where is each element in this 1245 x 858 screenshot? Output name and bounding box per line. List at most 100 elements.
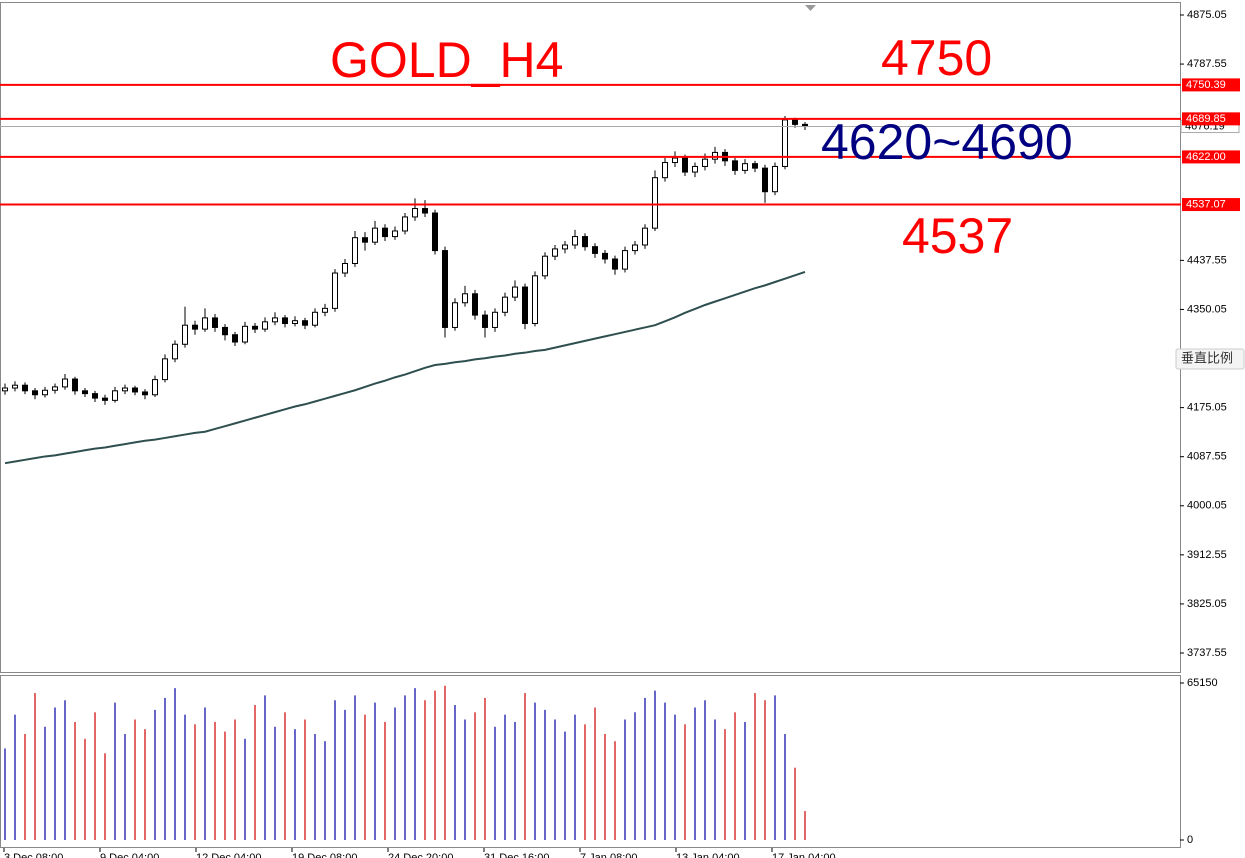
y-tick-label: 4787.55	[1187, 58, 1227, 70]
candle-body	[602, 252, 608, 260]
candle-body	[492, 311, 498, 328]
candle-body	[472, 293, 478, 316]
candle-body	[562, 244, 568, 250]
candle-body	[132, 387, 138, 393]
candle-body	[692, 165, 698, 173]
candle-body	[432, 212, 438, 252]
candle-body	[412, 208, 418, 218]
y-tick-label: 3825.05	[1187, 598, 1227, 610]
y-tick-label: 4175.05	[1187, 402, 1227, 414]
candle-body	[702, 158, 708, 167]
candle-body	[2, 387, 8, 392]
x-tick-label: 3 Dec 08:00	[4, 852, 63, 858]
volume-tick-label: 65150	[1187, 677, 1218, 689]
x-tick-label: 13 Jan 04:00	[676, 852, 740, 858]
candle-body	[242, 325, 248, 343]
y-tick-label: 4350.05	[1187, 303, 1227, 315]
chart-title: GOLD_H4	[330, 32, 563, 88]
scale-button-label[interactable]: 垂直比例	[1181, 350, 1233, 365]
x-tick-label: 9 Dec 04:00	[100, 852, 159, 858]
level-box	[1182, 112, 1240, 126]
candle-body	[752, 163, 758, 169]
candle-body	[162, 358, 168, 381]
candle-body	[192, 324, 198, 330]
y-tick-label: 4000.05	[1187, 500, 1227, 512]
level-label: 4750.39	[1186, 79, 1226, 91]
main-panel-frame	[0, 2, 1181, 673]
annotation: 4537	[902, 208, 1013, 264]
candle-body	[542, 255, 548, 277]
candle-body	[22, 384, 28, 392]
candle-body	[292, 320, 298, 325]
candle-body	[92, 393, 98, 399]
candle-body	[442, 250, 448, 328]
candle-body	[152, 379, 158, 396]
level-box	[1182, 150, 1240, 164]
candle-body	[172, 343, 178, 360]
candle-body	[122, 387, 128, 392]
scale-button[interactable]	[1175, 348, 1245, 370]
level-label: 4622.00	[1186, 151, 1226, 163]
level-label: 4689.85	[1186, 113, 1226, 125]
candle-body	[512, 286, 518, 298]
candle-body	[622, 250, 628, 270]
candle-body	[452, 302, 458, 328]
candle-body	[772, 165, 778, 193]
y-tick-label: 4437.55	[1187, 254, 1227, 266]
candle-body	[572, 236, 578, 246]
candle-body	[392, 230, 398, 238]
x-tick-label: 31 Dec 16:00	[484, 852, 549, 858]
candle-body	[52, 386, 58, 391]
x-tick-label: 17 Jan 04:00	[772, 852, 836, 858]
candle-body	[142, 391, 148, 396]
candle-body	[282, 317, 288, 325]
y-tick-label: 4087.55	[1187, 451, 1227, 463]
candle-body	[462, 293, 468, 304]
shift-marker	[805, 5, 816, 11]
x-tick-label: 19 Dec 08:00	[292, 852, 357, 858]
candle-body	[312, 311, 318, 326]
candle-body	[42, 389, 48, 396]
candle-body	[262, 321, 268, 330]
candle-body	[552, 248, 558, 257]
candle-body	[182, 324, 188, 345]
candle-body	[302, 320, 308, 326]
candle-body	[682, 157, 688, 173]
candle-body	[322, 307, 328, 313]
candle-body	[102, 397, 108, 401]
x-tick-label: 7 Jan 08:00	[580, 852, 638, 858]
level-box	[1182, 198, 1240, 212]
candle-body	[32, 390, 38, 396]
candle-body	[632, 244, 638, 252]
level-box	[1182, 78, 1240, 92]
candle-body	[232, 334, 238, 343]
candle-body	[252, 325, 258, 330]
candle-body	[422, 208, 428, 214]
candle-body	[272, 317, 278, 323]
volume-panel-frame	[0, 675, 1181, 848]
candle-body	[72, 378, 78, 392]
level-label: 4537.07	[1186, 198, 1226, 210]
candle-body	[712, 151, 718, 160]
volume-tick-label: 0	[1187, 834, 1193, 846]
candle-body	[612, 258, 618, 270]
candle-body	[642, 227, 648, 246]
candle-body	[382, 227, 388, 238]
candle-body	[662, 162, 668, 179]
candle-body	[62, 378, 68, 388]
moving-average	[4, 270, 806, 465]
candle-body	[522, 286, 528, 325]
candle-body	[352, 237, 358, 264]
candle-body	[592, 246, 598, 254]
candle-body	[342, 262, 348, 274]
candle-body	[762, 167, 768, 193]
candle-body	[202, 317, 208, 330]
candle-body	[652, 177, 658, 229]
plot-layer: 4875.05 4787.55 4437.55 4350.05 4175.05 4087.…	[0, 9, 1240, 858]
candle-body	[12, 384, 18, 389]
candle-body	[582, 236, 588, 248]
candle-body	[672, 157, 678, 164]
candle-body	[112, 390, 118, 401]
